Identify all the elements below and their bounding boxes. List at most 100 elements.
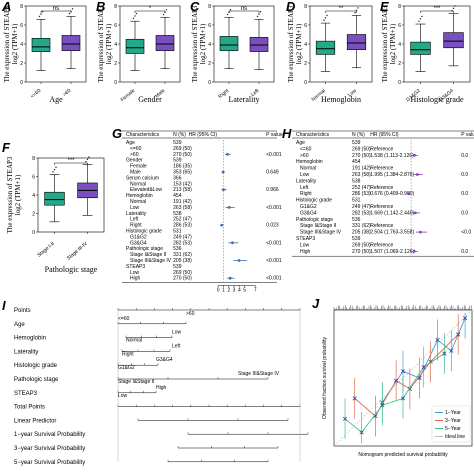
point-marker (463, 316, 468, 321)
outlier-dot (419, 18, 422, 20)
row-n: 454 (352, 159, 361, 165)
panel-letter: E (380, 0, 389, 14)
y-tick-label: 6 (208, 23, 211, 29)
y-tick-label: 6 (304, 23, 307, 29)
outlier-dot (162, 13, 165, 16)
nomogram-row-label: Hemoglobin (14, 336, 46, 342)
outlier-dot (38, 15, 41, 18)
outlier-dot (354, 11, 356, 14)
row-hr: 1.669 (1.142-2.440) (370, 210, 414, 216)
y-axis-label: Observed fraction survival probability (322, 337, 328, 419)
forest-plot: H Characteristics N (%) HR (95% CI) P value A… (282, 126, 474, 257)
y-axis-label: The expression of STEAP3 (287, 5, 295, 82)
y-tick-label: 2 (32, 212, 35, 218)
panel-letter: B (96, 0, 105, 14)
hr-point (226, 152, 229, 156)
row-label: Histologic grade (296, 198, 332, 204)
row-label: <=60 (300, 146, 312, 152)
significance-bracket (325, 10, 357, 13)
forest-plot: G Characteristics N (%) HR (95% CI) P value A… (112, 126, 283, 294)
row-n: 270 (50) (173, 152, 192, 158)
row-n: 539 (352, 236, 361, 242)
panel-letter: C (190, 0, 200, 14)
row-n: 270 (50) (352, 249, 371, 255)
x-axis-label: Nomogram predicted survival probability (358, 452, 448, 458)
outlier-dot (135, 12, 138, 15)
row-label: Female (130, 164, 147, 170)
row-n: 269 (50) (352, 242, 371, 248)
significance-bracket (228, 10, 260, 13)
outlier-dot (71, 8, 74, 10)
row-p: <0.001 (266, 205, 282, 211)
row-label: G1&G2 (130, 234, 147, 240)
row-n: 331 (62) (352, 223, 371, 229)
row-hr: Reference (370, 185, 393, 191)
row-n: 286 (53) (173, 223, 192, 229)
row-p: <0.0 (461, 230, 471, 236)
row-n: 269 (50) (173, 270, 192, 276)
y-tick-label: 4 (32, 193, 35, 199)
row-n: 249 (47) (173, 234, 192, 240)
row-label: Laterality (126, 211, 147, 217)
outlier-dot (229, 9, 232, 11)
forest-plot-h: H Characteristics N (%) HR (95% CI) P value A… (282, 126, 474, 257)
nomogram-row-label: 1−year Survival Probability (14, 432, 85, 438)
row-label: High (300, 249, 311, 255)
box-1 (346, 34, 367, 50)
nomogram-level-label: Stage III&Stage IV (238, 371, 280, 377)
row-n: 331 (62) (173, 252, 192, 258)
y-axis-label-sub: log2 (TPM+1) (14, 174, 22, 215)
point-marker (449, 348, 454, 353)
box-0 (31, 37, 51, 52)
hr-point (413, 153, 416, 157)
point-marker (417, 375, 422, 381)
nomogram-row-label: Points (14, 308, 31, 314)
row-n: 539 (173, 158, 182, 164)
y-axis-label-sub: log2 (TPM+1) (389, 23, 397, 64)
outlier-dot (421, 15, 423, 18)
row-label: Stage III&Stage IV (130, 258, 172, 264)
row-label: Left (130, 217, 139, 223)
nomogram-row-label: Linear Predictor (14, 418, 56, 424)
significance-bracket (54, 162, 88, 165)
row-n: 249 (47) (352, 204, 371, 210)
row-n: 366 (173, 175, 182, 181)
row-p: 0.966 (266, 187, 279, 193)
point-marker (394, 378, 399, 383)
y-tick-label: 8 (20, 4, 23, 10)
significance-label: ns (53, 6, 59, 12)
point-marker (373, 413, 378, 419)
y-axis-label: The expression of STEAP3 (381, 5, 389, 82)
legend-label: Ideal line (445, 434, 465, 440)
row-n: 538 (173, 211, 182, 217)
panel-letter: I (2, 298, 6, 313)
outlier-dot (454, 5, 456, 7)
y-tick-label: 0 (20, 80, 23, 86)
outlier-dot (88, 156, 90, 158)
row-hr: 1.995 (1.384-2.876) (370, 172, 414, 178)
row-n: 531 (173, 229, 182, 235)
header-cell: P value (461, 132, 474, 138)
x-tick-label: Left (250, 88, 261, 98)
y-tick-label: 6 (20, 23, 23, 29)
header-cell: N (%) (173, 132, 186, 138)
row-n: 186 (35) (173, 164, 192, 170)
box-panel-b: B 0 2 4 6 8 The expression of STEAP3 log2 (TPM+… (96, 0, 181, 104)
row-n: 538 (352, 178, 361, 184)
row-n: 263 (58) (173, 205, 192, 211)
outlier-dot (165, 9, 168, 11)
point-marker (342, 416, 348, 421)
row-label: Age (296, 140, 305, 146)
row-label: Age (126, 140, 135, 146)
row-label: Low (300, 172, 310, 178)
outlier-dot (324, 17, 327, 19)
row-label: Normal (130, 181, 146, 187)
nomogram-level-label: Low (172, 330, 182, 336)
hr-point (231, 241, 234, 245)
x-axis-label: Hemoglobin (321, 95, 361, 104)
significance-label: ns (241, 6, 247, 12)
row-hr: Reference (370, 146, 393, 152)
row-n: 205 (38) (173, 258, 192, 264)
outlier-dot (256, 15, 259, 18)
